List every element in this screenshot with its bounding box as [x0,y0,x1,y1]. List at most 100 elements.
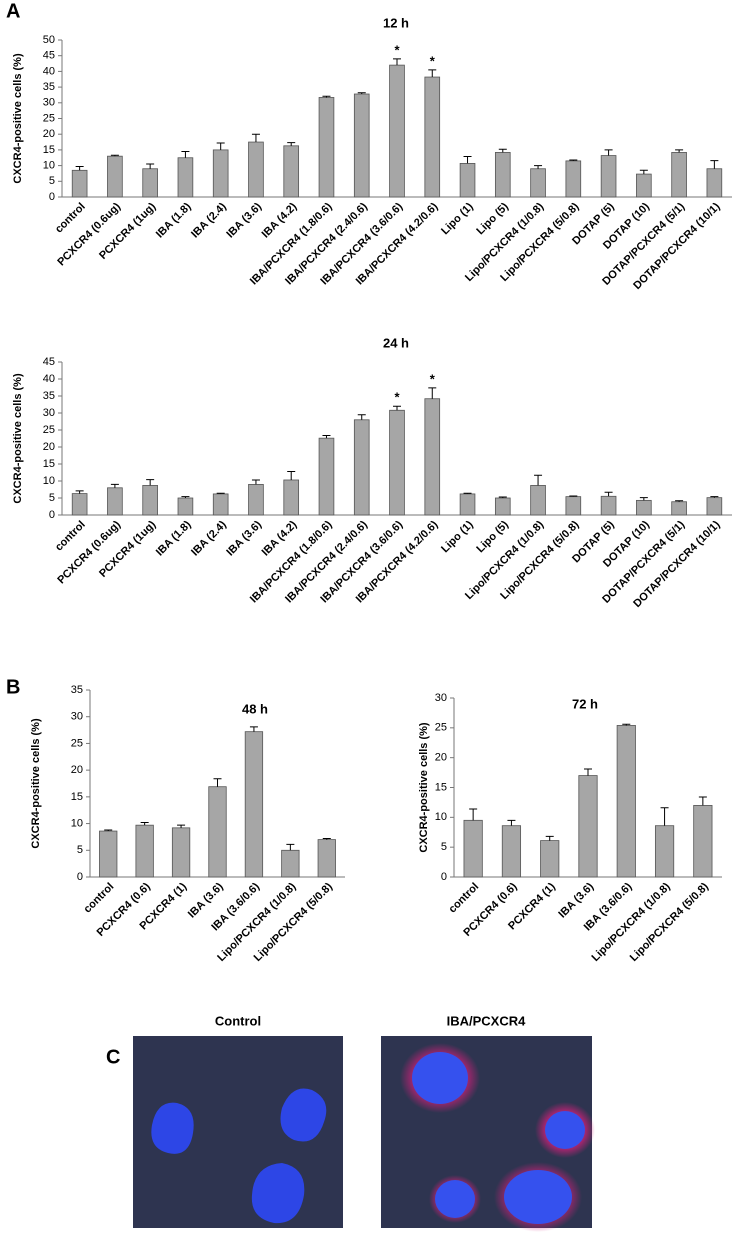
y-tick-label: 30 [43,407,55,419]
error-bar [710,496,719,498]
image-title: IBA/PCXCR4 [447,1013,527,1028]
error-bar [110,154,119,157]
bar [636,499,652,516]
error-bar [639,169,648,175]
error-bar [639,497,648,501]
error-bar [498,496,507,498]
bar [248,141,264,198]
bar [463,819,483,878]
x-tick-label: IBA (3.6) [224,200,264,240]
bar [459,493,476,516]
bar [353,419,370,516]
x-tick-label: control [53,519,88,554]
error-bar [660,807,669,826]
error-bar [251,133,260,143]
bar [530,168,546,198]
y-tick-label: 40 [43,373,55,385]
bar [283,145,300,198]
error-bar [177,824,186,828]
error-bar [393,405,401,411]
x-tick-label: PCXCR4 (0.6ug) [55,518,123,586]
bar [671,501,687,516]
bar [501,825,522,878]
bar [616,725,636,878]
error-bar [507,819,516,826]
error-bar [287,142,296,146]
error-bar [498,148,507,153]
bar [208,786,227,878]
error-bar [675,149,684,153]
bar [600,155,617,198]
y-tick-label: 0 [77,871,83,883]
error-bar [545,835,554,841]
y-tick-label: 5 [49,492,55,504]
error-bar [534,474,543,486]
chart-title: 48 h [242,701,268,716]
error-bar [322,434,331,439]
significance-mark: * [394,42,400,57]
bar [459,163,476,198]
y-tick-label: 5 [77,844,83,856]
y-tick-label: 35 [43,81,55,93]
nucleus [504,1170,572,1224]
bar [565,496,582,516]
y-tick-label: 20 [43,128,55,140]
bar [600,495,617,516]
y-tick-label: 25 [435,722,447,734]
bar [281,849,300,878]
bar [317,839,336,878]
y-tick-label: 10 [435,811,447,823]
bar [565,160,582,198]
x-tick-label: Lipo (1) [439,518,476,555]
error-bar [181,150,190,158]
nucleus [412,1052,468,1104]
error-bar [357,414,366,420]
x-tick-label: Lipo (1) [439,200,476,237]
x-tick-label: IBA (1.8) [154,518,194,558]
bar [71,493,88,516]
error-bar [110,483,119,488]
error-bar [463,492,472,494]
bar [424,76,441,198]
y-tick-label: 45 [43,356,55,368]
y-tick-label: 10 [71,817,83,829]
bar [107,155,123,198]
error-bar [569,159,578,161]
chart-title: 24 h [383,335,409,350]
bar [135,824,154,878]
bar [671,152,687,198]
error-bar [584,768,592,776]
bar [389,409,405,516]
error-bar [469,808,478,821]
chart-title: 12 h [383,15,409,30]
panel-label: A [6,0,20,22]
nucleus [251,1163,305,1224]
y-tick-label: 5 [49,175,55,187]
bar [636,173,652,198]
y-axis-label: CXCR4-positive cells (%) [12,53,24,184]
nucleus [435,1180,475,1218]
y-axis-label: CXCR4-positive cells (%) [30,718,42,849]
error-bar [428,69,437,78]
error-bar [146,479,155,486]
y-tick-label: 40 [43,65,55,77]
bar [706,168,723,198]
significance-mark: * [430,371,436,386]
error-bar [622,723,631,726]
x-tick-label: IBA (1.8) [154,200,194,240]
micrograph [381,1036,595,1232]
y-tick-label: 0 [49,509,55,521]
bar [693,805,713,878]
error-bar [604,491,613,497]
bar [494,497,511,516]
bar [706,497,723,516]
y-tick-label: 15 [71,791,83,803]
x-tick-label: IBA (2.4) [189,200,229,240]
error-bar [698,796,707,806]
y-tick-label: 20 [71,764,83,776]
error-bar [393,58,401,66]
error-bar [249,726,258,732]
error-bar [710,160,719,169]
error-bar [287,470,296,480]
x-tick-label: IBA (3.6) [224,518,264,558]
